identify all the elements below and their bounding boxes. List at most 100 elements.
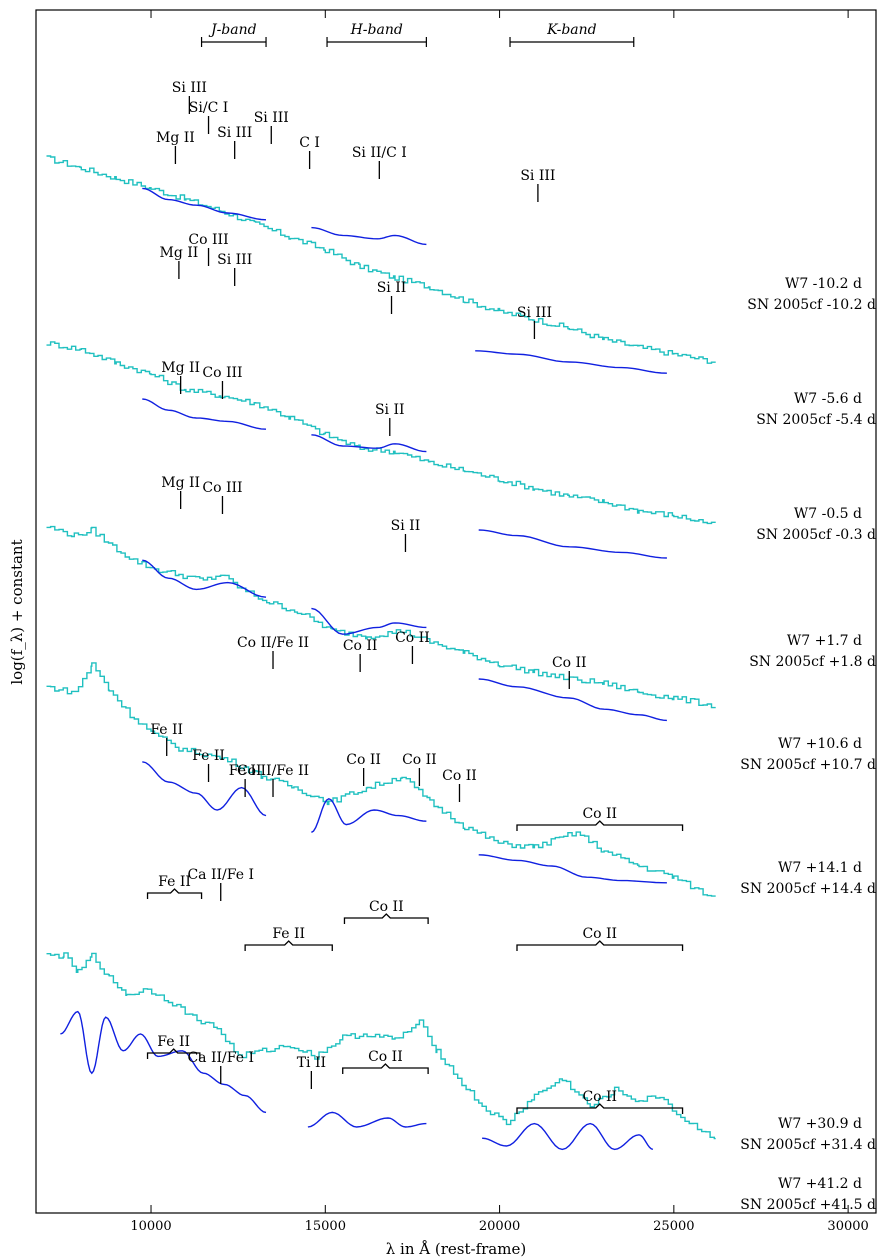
line-id-label: Si/C I <box>189 100 228 116</box>
line-id-label: Si III <box>217 125 252 141</box>
x-tick-label: 20000 <box>479 1219 520 1234</box>
band-label: J-band <box>208 22 257 38</box>
observed-epoch-label: SN 2005cf -5.4 d <box>756 412 876 428</box>
group-label: Co II <box>582 926 617 942</box>
line-id-label: Co II <box>395 630 430 646</box>
model-spectrum-0 <box>46 155 716 364</box>
line-id-label: Ca II/Fe I <box>187 1050 254 1066</box>
group-bracket <box>516 1103 684 1114</box>
group-label: Co II <box>582 1089 617 1105</box>
observed-spectrum-3-1 <box>311 798 427 833</box>
group-label: Co II <box>582 806 617 822</box>
model-spectrum-1 <box>46 341 716 525</box>
line-id-label: Fe II <box>229 763 262 779</box>
group-label: Co II <box>368 1049 403 1065</box>
line-id-label: Mg II <box>156 130 195 146</box>
line-id-label: Co III <box>202 480 242 496</box>
group-bracket <box>146 1048 201 1059</box>
group-bracket <box>146 888 203 899</box>
line-id-label: Si III <box>254 110 289 126</box>
observed-spectrum-0-2 <box>475 350 667 374</box>
line-id-label: Ca II/Fe I <box>187 867 254 883</box>
line-id-label: Co II/Fe II <box>237 635 309 651</box>
line-id-label: Si II/C I <box>352 145 407 161</box>
band-markers: J-band H-band K-band <box>200 22 635 47</box>
group-bracket <box>516 940 684 951</box>
x-axis: 10000 15000 20000 25000 30000 <box>130 10 869 1234</box>
observed-spectrum-1-0 <box>142 398 267 430</box>
line-id-label: Fe II <box>192 748 225 764</box>
line-id-label: Co II/Fe II <box>237 763 309 779</box>
observed-epoch-label: SN 2005cf +41.5 d <box>740 1197 876 1213</box>
model-epoch-label: W7 +1.7 d <box>787 633 862 649</box>
line-id-label: Co III <box>188 232 228 248</box>
model-epoch-label: W7 -5.6 d <box>794 391 862 407</box>
model-spectrum-3 <box>46 662 716 897</box>
line-id-label: C I <box>299 135 320 151</box>
observed-epoch-label: SN 2005cf -0.3 d <box>756 527 876 543</box>
band-label: K-band <box>546 22 596 38</box>
observed-spectrum-3-2 <box>478 854 667 884</box>
group-label: Fe II <box>157 1034 190 1050</box>
model-epoch-label: W7 +30.9 d <box>778 1116 862 1132</box>
line-id-label: Co III <box>202 365 242 381</box>
x-tick-label: 15000 <box>305 1219 346 1234</box>
line-id-label: Co II <box>442 768 477 784</box>
line-id-label: Si II <box>391 518 421 534</box>
observed-epoch-label: SN 2005cf +1.8 d <box>749 654 876 670</box>
y-axis-label: log(f_λ) + constant <box>8 539 26 684</box>
line-id-label: Si II <box>375 402 405 418</box>
x-tick-label: 10000 <box>130 1219 171 1234</box>
observed-epoch-label: SN 2005cf -10.2 d <box>747 297 876 313</box>
model-epoch-label: W7 +41.2 d <box>778 1176 862 1192</box>
observed-epoch-label: SN 2005cf +31.4 d <box>740 1137 876 1153</box>
x-axis-label: λ in Å (rest-frame) <box>386 1240 526 1258</box>
line-id-label: Si III <box>172 80 207 96</box>
group-bracket <box>516 820 684 831</box>
line-id-label: Ti II <box>297 1055 326 1071</box>
observed-spectrum-0-1 <box>311 226 427 246</box>
group-bracket <box>244 940 333 951</box>
line-id-label: Si III <box>517 305 552 321</box>
observed-spectrum-4-2 <box>482 1122 654 1151</box>
line-id-label: Mg II <box>161 360 200 376</box>
group-label: Co II <box>369 899 404 915</box>
observed-spectrum-2-1 <box>311 607 427 635</box>
line-id-label: Co II <box>346 752 381 768</box>
model-epoch-label: W7 +14.1 d <box>778 860 862 876</box>
model-spectrum-2 <box>46 525 716 709</box>
observed-spectrum-4-0 <box>60 1010 267 1114</box>
line-id-label: Si III <box>520 168 555 184</box>
epoch-labels: W7 -10.2 d SN 2005cf -10.2 d W7 -5.6 d SN 2… <box>740 276 876 1213</box>
spectra-series <box>46 155 716 1151</box>
model-epoch-label: W7 +10.6 d <box>778 736 862 752</box>
observed-spectrum-1-2 <box>478 529 667 559</box>
observed-spectrum-4-1 <box>307 1111 427 1128</box>
observed-epoch-label: SN 2005cf +14.4 d <box>740 881 876 897</box>
x-tick-label: 25000 <box>653 1219 694 1234</box>
observed-spectrum-2-2 <box>478 678 667 722</box>
line-id-label: Co II <box>343 638 378 654</box>
group-label: Fe II <box>272 926 305 942</box>
line-id-label: Co II <box>402 752 437 768</box>
band-label: H-band <box>350 22 403 38</box>
model-epoch-label: W7 -10.2 d <box>785 276 862 292</box>
x-tick-label: 30000 <box>827 1219 868 1234</box>
observed-spectrum-2-0 <box>142 559 267 598</box>
group-label: Fe II <box>158 874 191 890</box>
group-bracket <box>343 913 429 924</box>
plot-frame <box>35 9 877 1214</box>
line-id-label: Si III <box>217 252 252 268</box>
line-id-label: Co II <box>552 655 587 671</box>
line-id-label: Fe II <box>150 722 183 738</box>
observed-epoch-label: SN 2005cf +10.7 d <box>740 757 876 773</box>
observed-spectrum-1-1 <box>311 434 427 453</box>
group-bracket <box>342 1063 429 1074</box>
observed-spectrum-0-0 <box>142 187 267 221</box>
line-id-label: Mg II <box>161 475 200 491</box>
model-spectrum-4 <box>46 952 716 1140</box>
line-id-label: Mg II <box>159 245 198 261</box>
line-id-label: Si II <box>377 280 407 296</box>
